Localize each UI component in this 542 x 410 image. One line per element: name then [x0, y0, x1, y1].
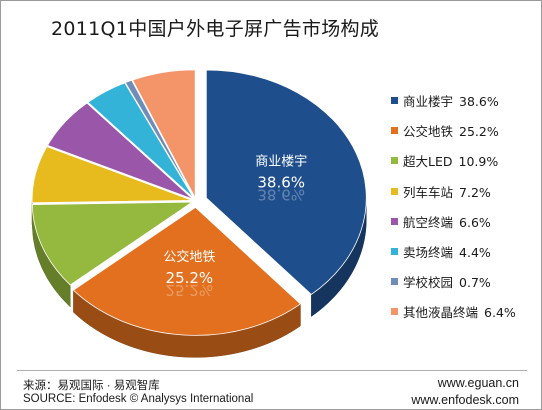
legend-item-3: 列车车站 7.2% [391, 182, 541, 212]
legend-name-5: 卖场终端 [403, 244, 454, 260]
legend-swatch-3 [391, 187, 398, 195]
data-label-value-1: 25.2% [166, 269, 214, 287]
legend-value-2: 10.9% [458, 154, 499, 170]
legend-value-5: 4.4% [459, 244, 491, 260]
legend-label-1: 公交地铁 25.2% [403, 121, 499, 140]
legend-swatch-7 [391, 308, 398, 316]
legend-name-4: 航空终端 [403, 214, 454, 230]
legend-label-0: 商业楼宇 38.6% [403, 91, 499, 110]
pie-slice-3 [31, 146, 193, 204]
legend-value-1: 25.2% [459, 124, 499, 140]
pie-chart: 商业楼宇 38.6%38.6% 公交地铁 25.2%25.2% [31, 69, 367, 358]
pie-slice-1 [72, 206, 302, 336]
url-enfodesk: www.enfodesk.com [411, 393, 519, 407]
data-label-name-1: 公交地铁 [163, 249, 215, 265]
footer-divider [17, 370, 527, 371]
legend-label-6: 学校校园 0.7% [403, 272, 491, 291]
legend-label-7: 其他液晶终端 6.4% [403, 302, 516, 321]
source-cn: 来源：易观国际 · 易观智库 [23, 380, 160, 392]
data-label-value-0: 38.6% [257, 173, 305, 191]
pie-slice-2 [31, 201, 194, 286]
legend-label-5: 卖场终端 4.4% [403, 242, 491, 261]
legend-name-7: 其他液晶终端 [403, 305, 479, 321]
pie-slice-5 [87, 82, 195, 199]
legend-swatch-6 [391, 278, 398, 286]
pie-slice-0 [205, 69, 367, 295]
legend-swatch-4 [391, 217, 398, 225]
data-label-reflection-1: 25.2% [166, 281, 214, 299]
legend-swatch-2 [391, 157, 398, 165]
pie-slice-7 [132, 69, 196, 199]
legend-value-0: 38.6% [459, 94, 499, 109]
legend-value-7: 6.4% [484, 305, 516, 321]
legend-value-3: 7.2% [459, 184, 491, 200]
source-en: SOURCE: Enfodesk © Analysys Internationa… [23, 393, 254, 405]
legend-name-1: 公交地铁 [403, 124, 454, 140]
legend-item-0: 商业楼宇 38.6% [391, 91, 541, 121]
legend-item-7: 其他液晶终端 6.4% [391, 302, 541, 332]
pie-slice-4 [47, 102, 194, 200]
legend-item-1: 公交地铁 25.2% [391, 121, 541, 151]
legend-label-3: 列车车站 7.2% [403, 182, 491, 201]
data-label-reflection-0: 38.6% [257, 185, 305, 203]
legend-swatch-1 [391, 127, 398, 135]
chart-title: 2011Q1中国户外电子屏广告市场构成 [51, 18, 380, 40]
legend-name-6: 学校校园 [403, 275, 454, 291]
legend-value-4: 6.6% [459, 214, 491, 230]
url-eguan: www.eguan.cn [437, 376, 519, 390]
legend-swatch-0 [391, 97, 398, 104]
legend-name-3: 列车车站 [403, 184, 454, 200]
pie-slice-6 [124, 79, 195, 199]
data-label-name-0: 商业楼宇 [255, 154, 307, 169]
legend-item-6: 学校校园 0.7% [391, 272, 541, 302]
legend-name-2: 超大LED [403, 154, 453, 170]
legend-swatch-5 [391, 247, 398, 255]
legend-label-4: 航空终端 6.6% [403, 212, 491, 231]
legend-item-5: 卖场终端 4.4% [391, 242, 541, 272]
legend: 商业楼宇 38.6% 公交地铁 25.2% 超大LED 10.9% 列车车站 7.2% 航空终端… [391, 91, 541, 333]
legend-value-6: 0.7% [459, 275, 491, 291]
legend-label-2: 超大LED 10.9% [403, 151, 498, 170]
legend-name-0: 商业楼宇 [403, 94, 454, 109]
legend-item-2: 超大LED 10.9% [391, 151, 541, 181]
legend-item-4: 航空终端 6.6% [391, 212, 541, 242]
